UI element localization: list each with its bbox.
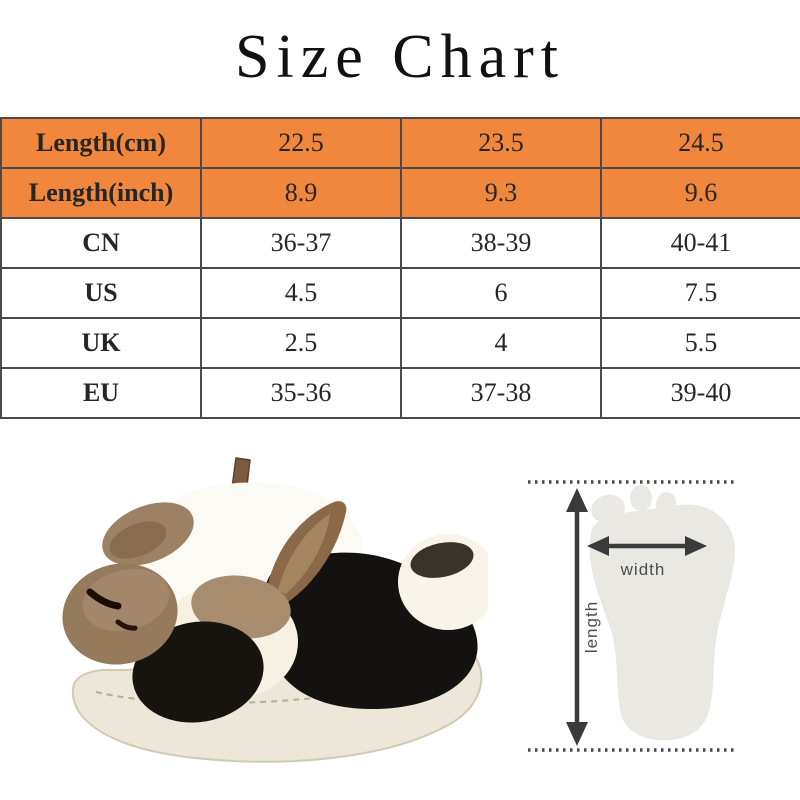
table-cell: 36-37 [202, 219, 402, 269]
row-header-cn: CN [2, 219, 202, 269]
slipper-ear-left-inner [109, 521, 167, 559]
table-cell: 9.3 [402, 169, 602, 219]
size-chart-table: Length(cm) 22.5 23.5 24.5 Length(inch) 8… [0, 117, 800, 419]
table-cell: 9.6 [602, 169, 800, 219]
table-cell: 4.5 [202, 269, 402, 319]
table-cell: 37-38 [402, 369, 602, 419]
slipper-nostril [115, 619, 138, 631]
foot-outline [589, 485, 736, 741]
slipper-muzzle-top [82, 569, 170, 631]
row-header-us: US [2, 269, 202, 319]
table-cell: 8.9 [202, 169, 402, 219]
table-cell: 6 [402, 269, 602, 319]
sole-stitch-line [95, 663, 463, 705]
row-header-length-inch: Length(inch) [2, 169, 202, 219]
table-cell: 39-40 [602, 369, 800, 419]
table-cell: 40-41 [602, 219, 800, 269]
length-label: length [582, 601, 601, 653]
row-header-uk: UK [2, 319, 202, 369]
table-cell: 5.5 [602, 319, 800, 369]
row-header-eu: EU [2, 369, 202, 419]
row-header-length-cm: Length(cm) [2, 119, 202, 169]
table-cell: 22.5 [202, 119, 402, 169]
table-cell: 4 [402, 319, 602, 369]
page-title: Size Chart [235, 23, 565, 91]
table-cell: 7.5 [602, 269, 800, 319]
slipper-opening [410, 542, 474, 578]
cow-slipper-photo [62, 457, 488, 763]
table-cell: 2.5 [202, 319, 402, 369]
table-cell: 24.5 [602, 119, 800, 169]
table-cell: 38-39 [402, 219, 602, 269]
table-cell: 23.5 [402, 119, 602, 169]
foot-measurement-diagram: width length [528, 480, 737, 752]
length-arrow-icon [566, 488, 588, 746]
width-arrow-icon [587, 536, 707, 556]
width-label: width [620, 560, 666, 579]
table-cell: 35-36 [202, 369, 402, 419]
slipper-black-patch-front [132, 621, 264, 723]
slipper-eye [86, 588, 122, 610]
slipper-ear-right-inner [278, 514, 330, 594]
